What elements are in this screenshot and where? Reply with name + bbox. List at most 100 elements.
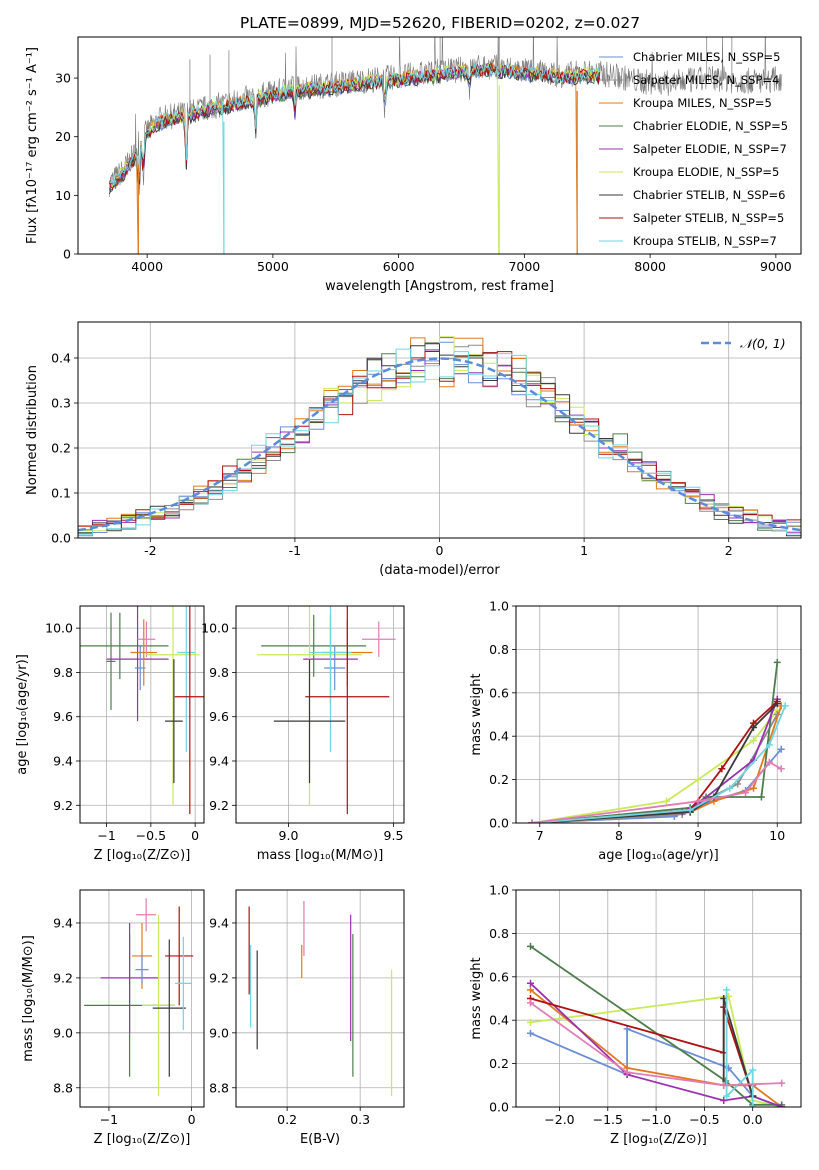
plot-frame bbox=[515, 605, 802, 824]
weight-point-marker bbox=[777, 745, 785, 753]
weight-point-marker bbox=[694, 797, 702, 805]
weight-point-marker bbox=[723, 986, 731, 994]
y-tick-label: 9.4 bbox=[53, 754, 73, 769]
weight-point-marker bbox=[749, 1066, 757, 1074]
y-tick-label: 9.6 bbox=[209, 709, 229, 724]
x-tick-label: 0 bbox=[436, 543, 444, 558]
y-tick-label: 8.8 bbox=[53, 1080, 73, 1095]
x-tick-label: 7 bbox=[536, 828, 544, 843]
x-axis-label: (data-model)/error bbox=[379, 563, 500, 578]
x-tick-label: −0.5 bbox=[136, 828, 166, 843]
x-tick-label: -2 bbox=[144, 543, 156, 558]
weight-point-marker bbox=[734, 780, 742, 788]
weight-series-line bbox=[529, 1002, 782, 1087]
mass-vs-Z-axes: −1 0 8.8 9.0 9.2 9.4 Z [log₁₀(Z/Z⊙)] mass [log₁… bbox=[21, 890, 204, 1147]
weight-point-marker bbox=[720, 1081, 728, 1089]
residual-histogram bbox=[78, 348, 801, 538]
y-tick-label: 0.2 bbox=[489, 1056, 509, 1071]
weight-point-marker bbox=[526, 999, 534, 1007]
age-vs-mass-axes: 9.0 9.5 9.2 9.4 9.6 9.8 10.0 mass [log₁₀(M/M⊙)] bbox=[201, 606, 404, 863]
x-axis-label: mass [log₁₀(M/M⊙)] bbox=[257, 848, 384, 863]
x-tick-label: −1.5 bbox=[593, 1112, 623, 1127]
plot-frame bbox=[515, 889, 802, 1108]
x-tick-label: 9000 bbox=[760, 259, 792, 274]
weight-point-marker bbox=[749, 1103, 757, 1107]
x-tick-label: −2.0 bbox=[544, 1112, 574, 1127]
weight-point-marker bbox=[757, 793, 765, 801]
weight-vs-age-series bbox=[528, 658, 789, 823]
y-tick-label: 9.2 bbox=[209, 798, 229, 813]
y-tick-label: 0.6 bbox=[489, 969, 509, 984]
y-tick-label: 1.0 bbox=[489, 883, 509, 898]
model-spectrum bbox=[108, 62, 600, 190]
weight-point-marker bbox=[526, 942, 534, 950]
model-spectrum bbox=[108, 65, 601, 195]
y-tick-label: 9.4 bbox=[209, 754, 229, 769]
model-spectrum bbox=[223, 62, 601, 129]
y-tick-label: 10.0 bbox=[45, 621, 73, 636]
normal-distribution-curve bbox=[78, 357, 801, 532]
plot-frame bbox=[77, 321, 802, 539]
legend-label: Chabrier STELIB, N_SSP=6 bbox=[633, 188, 785, 202]
spectrum-axes: 4000 5000 6000 7000 8000 9000 0 10 20 30 wavelengt… bbox=[25, 47, 792, 294]
model-spectrum bbox=[108, 62, 601, 190]
x-tick-label: 0.2 bbox=[277, 1112, 297, 1127]
y-tick-label: 9.4 bbox=[53, 915, 73, 930]
y-tick-label: 0.8 bbox=[489, 926, 509, 941]
weight-series-line bbox=[530, 995, 782, 1107]
weight-series-line bbox=[529, 945, 782, 1106]
model-spectrum bbox=[109, 100, 225, 254]
x-tick-label: 7000 bbox=[508, 259, 540, 274]
model-spectrum bbox=[108, 150, 139, 254]
y-tick-label: 9.6 bbox=[53, 709, 73, 724]
weight-series-line bbox=[725, 989, 754, 1107]
weight-vs-Z-series bbox=[526, 942, 786, 1107]
age-vs-Z-points bbox=[80, 606, 204, 815]
y-tick-label: 9.2 bbox=[53, 798, 73, 813]
weight-point-marker bbox=[723, 1092, 731, 1100]
y-tick-label: 0.8 bbox=[489, 642, 509, 657]
legend-label: Salpeter MILES, N_SSP=4 bbox=[633, 73, 779, 87]
weight-point-marker bbox=[528, 819, 536, 823]
figure-title: PLATE=0899, MJD=52620, FIBERID=0202, z=0… bbox=[240, 14, 640, 32]
weight-series-line bbox=[531, 705, 783, 823]
y-tick-label: 9.2 bbox=[209, 970, 229, 985]
y-tick-label: 9.2 bbox=[53, 970, 73, 985]
y-axis-label: mass weight bbox=[469, 673, 484, 755]
x-axis-label: wavelength [Angstrom, rest frame] bbox=[325, 279, 554, 294]
y-tick-label: 9.0 bbox=[53, 1025, 73, 1040]
y-tick-label: 9.8 bbox=[209, 665, 229, 680]
y-tick-label: 0.2 bbox=[489, 772, 509, 787]
x-tick-label: −0.5 bbox=[689, 1112, 719, 1127]
weight-point-marker bbox=[526, 986, 534, 994]
x-axis-label: Z [log₁₀(Z/Z⊙)] bbox=[610, 1132, 707, 1147]
weight-point-marker bbox=[686, 806, 694, 814]
y-axis-label: mass [log₁₀(M/M⊙)] bbox=[21, 935, 36, 1062]
weight-point-marker bbox=[526, 1018, 534, 1026]
legend-label: Salpeter ELODIE, N_SSP=7 bbox=[633, 142, 787, 156]
weight-point-marker bbox=[720, 1096, 728, 1104]
x-axis-label: Z [log₁₀(Z/Z⊙)] bbox=[94, 848, 191, 863]
x-tick-label: 9.0 bbox=[279, 828, 299, 843]
weight-point-marker bbox=[765, 758, 773, 766]
weight-point-marker bbox=[526, 979, 534, 987]
y-tick-label: 1.0 bbox=[489, 599, 509, 614]
x-axis-label: Z [log₁₀(Z/Z⊙)] bbox=[94, 1132, 191, 1147]
x-tick-label: −1 bbox=[97, 828, 115, 843]
y-tick-label: 0.3 bbox=[51, 396, 71, 411]
y-tick-label: 0.4 bbox=[489, 1013, 509, 1028]
x-tick-label: 9 bbox=[694, 828, 702, 843]
weight-series-line bbox=[531, 698, 779, 823]
y-tick-label: 0.4 bbox=[51, 351, 71, 366]
plot-frame bbox=[235, 889, 405, 1108]
x-tick-label: 0.3 bbox=[350, 1112, 370, 1127]
histograms bbox=[78, 336, 801, 538]
y-tick-label: 0.0 bbox=[51, 531, 71, 546]
y-axis-label: Flux [fλ10⁻¹⁷ erg cm⁻² s⁻¹ A⁻¹] bbox=[25, 47, 40, 244]
y-axis-label: mass weight bbox=[469, 957, 484, 1039]
age-vs-mass-points bbox=[257, 606, 396, 815]
mass-vs-EBV-axes: 0.2 0.3 8.8 9.0 9.2 9.4 E(B-V) bbox=[209, 890, 404, 1147]
y-tick-label: 20 bbox=[55, 129, 71, 144]
weight-point-marker bbox=[750, 784, 757, 792]
y-tick-label: 10.0 bbox=[201, 621, 229, 636]
